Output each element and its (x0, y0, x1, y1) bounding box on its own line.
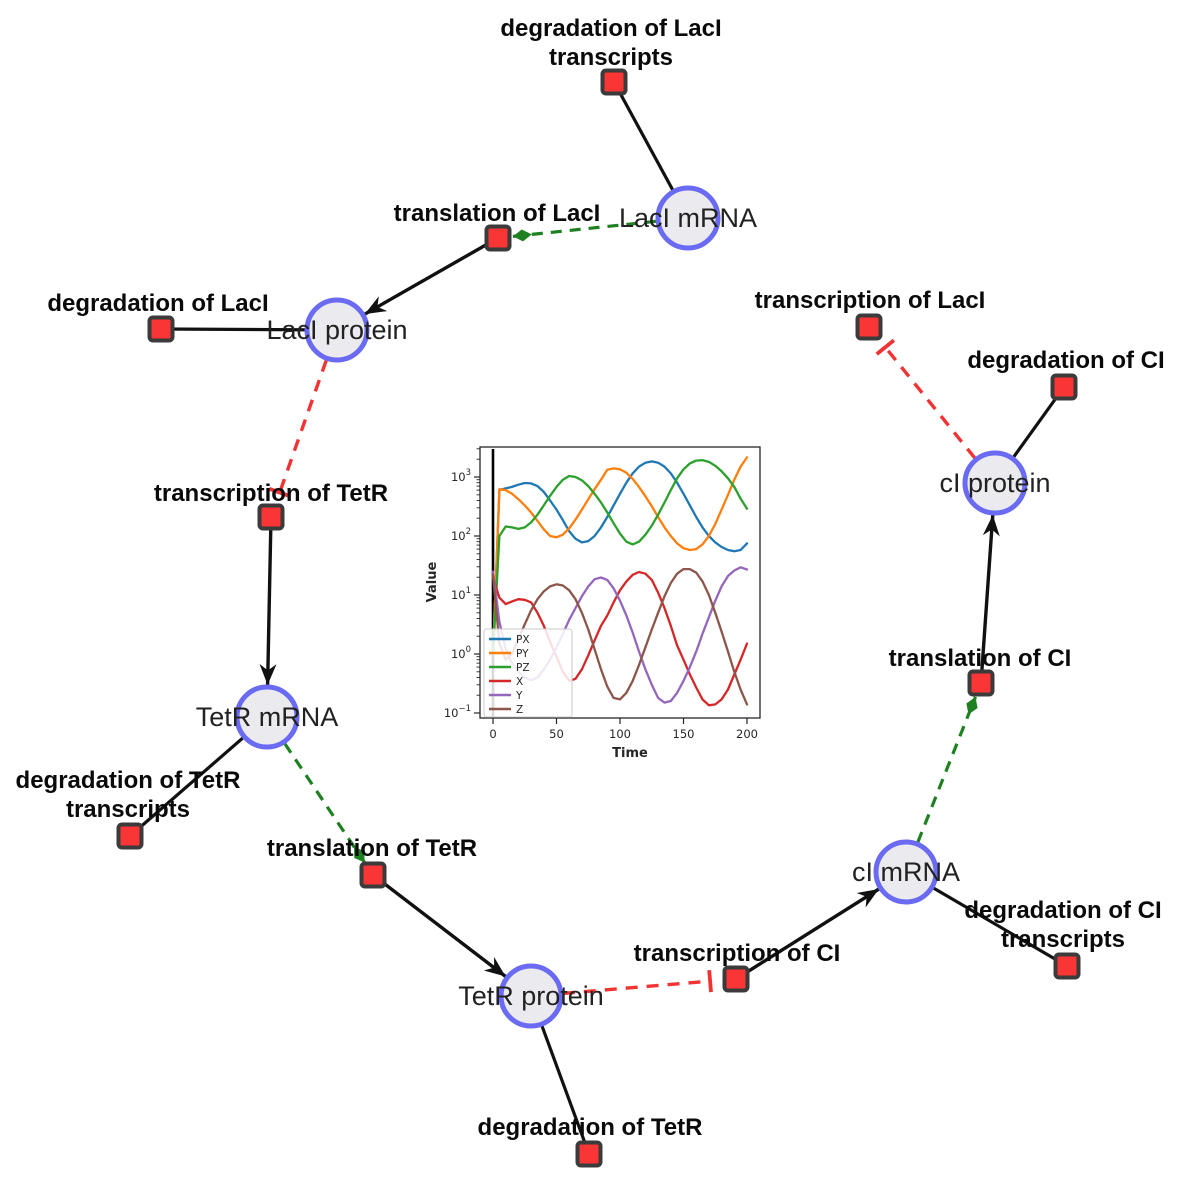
reaction-node-translation-ci[interactable] (967, 669, 995, 697)
edge-modifier-ci-mrna-to-translation-ci (916, 696, 978, 843)
edge-production-translation-ci-to-ci-protein (979, 514, 1000, 684)
chart-xlabel: Time (612, 746, 648, 761)
reaction-label-transcription-ci-line0: transcription of CI (634, 940, 841, 967)
reaction-node-transcription-ci[interactable] (722, 965, 750, 993)
reaction-node-deg-laci-transcripts[interactable] (600, 68, 628, 96)
labels-layer: degradation of LacItranscriptstranslatio… (16, 15, 1165, 1141)
chart-xtick-label: 0 (489, 727, 496, 741)
reaction-label-deg-laci-line0: degradation of LacI (47, 290, 268, 317)
reaction-label-deg-tetr-transcripts-line0: degradation of TetR (16, 767, 241, 794)
edge-production-translation-laci-to-laci-protein (363, 236, 499, 316)
chart-ytick-label: 101 (451, 586, 471, 602)
reaction-label-transcription-laci-line0: transcription of LacI (755, 287, 986, 314)
species-label-ci-protein: cI protein (939, 468, 1050, 498)
edge-inhibition-ci-protein-to-transcription-laci (875, 338, 977, 460)
reaction-node-translation-tetr[interactable] (359, 861, 387, 889)
edge-production-transcription-ci-to-ci-mrna (735, 887, 880, 981)
reaction-label-translation-ci-line0: translation of CI (889, 645, 1072, 672)
reaction-label-deg-laci-transcripts-line1: transcripts (549, 44, 673, 71)
species-node-laci-mrna[interactable] (655, 185, 721, 251)
reaction-node-deg-tetr[interactable] (575, 1140, 603, 1168)
reaction-node-deg-ci[interactable] (1050, 373, 1078, 401)
reaction-node-translation-laci[interactable] (484, 224, 512, 252)
chart-xtick-label: 100 (609, 727, 631, 741)
species-label-laci-mrna: LacI mRNA (619, 203, 757, 233)
reaction-node-deg-tetr-transcripts[interactable] (116, 822, 144, 850)
reaction-node-deg-ci-transcripts[interactable] (1053, 952, 1081, 980)
reaction-label-deg-ci-transcripts-line1: transcripts (1001, 926, 1125, 953)
reaction-label-translation-laci-line0: translation of LacI (394, 200, 601, 227)
nodes-layer (116, 68, 1081, 1168)
reaction-label-transcription-tetr-line0: transcription of TetR (154, 480, 388, 507)
chart-ytick-label: 103 (451, 468, 471, 484)
legend-label-X: X (516, 676, 523, 688)
chart-ytick-label: 100 (451, 645, 471, 661)
chart-xtick-label: 200 (736, 727, 758, 741)
chart-series-X (491, 570, 749, 707)
species-node-laci-protein[interactable] (304, 297, 370, 363)
species-label-laci-protein: LacI protein (266, 315, 407, 345)
reaction-label-translation-tetr-line0: translation of TetR (267, 835, 477, 862)
species-node-ci-mrna[interactable] (873, 839, 939, 905)
chart-ylabel: Value (425, 561, 440, 602)
edge-production-translation-tetr-to-tetr-protein (371, 873, 507, 978)
species-label-tetr-mrna: TetR mRNA (196, 702, 339, 732)
reaction-node-transcription-tetr[interactable] (257, 503, 285, 531)
edge-inhibition-tetr-protein-to-transcription-ci (562, 969, 713, 996)
legend-label-PX: PX (516, 634, 530, 646)
chart-series-PZ (491, 459, 749, 656)
reaction-label-deg-laci-transcripts-line0: degradation of LacI (500, 15, 721, 42)
edge-production-transcription-tetr-to-tetr-mrna (259, 516, 277, 686)
edge-inhibition-laci-protein-to-transcription-tetr (268, 359, 328, 498)
chart-series-PX (491, 460, 749, 656)
chart-xtick-label: 50 (549, 727, 564, 741)
legend-label-Z: Z (516, 704, 523, 716)
species-node-ci-protein[interactable] (962, 450, 1028, 516)
chart-ytick-label: 102 (451, 527, 471, 543)
chart-ytick-label: 10−1 (444, 704, 471, 720)
reaction-label-deg-ci-line0: degradation of CI (967, 347, 1164, 374)
species-label-ci-mrna: cI mRNA (852, 857, 960, 887)
edge-modifier-laci-mrna-to-translation-laci (512, 219, 657, 242)
reaction-node-deg-laci[interactable] (147, 315, 175, 343)
species-label-tetr-protein: TetR protein (458, 981, 604, 1011)
legend-label-Y: Y (515, 690, 523, 702)
legend-label-PY: PY (516, 648, 529, 660)
chart-xtick-label: 150 (673, 727, 695, 741)
species-node-tetr-protein[interactable] (498, 963, 564, 1029)
reaction-label-deg-tetr-transcripts-line1: transcripts (66, 796, 190, 823)
chart-series-Z (491, 567, 749, 706)
reaction-label-deg-ci-transcripts-line0: degradation of CI (964, 897, 1161, 924)
reaction-label-deg-tetr-line0: degradation of TetR (478, 1114, 703, 1141)
reaction-node-transcription-laci[interactable] (855, 313, 883, 341)
edge-modifier-tetr-mrna-to-translation-tetr (283, 742, 366, 864)
inset-chart: 10−1 100 101 102 103 0 50 100 150 200 Time Value PX P… (425, 446, 761, 761)
species-node-tetr-mrna[interactable] (234, 684, 300, 750)
legend-label-PZ: PZ (516, 662, 530, 674)
